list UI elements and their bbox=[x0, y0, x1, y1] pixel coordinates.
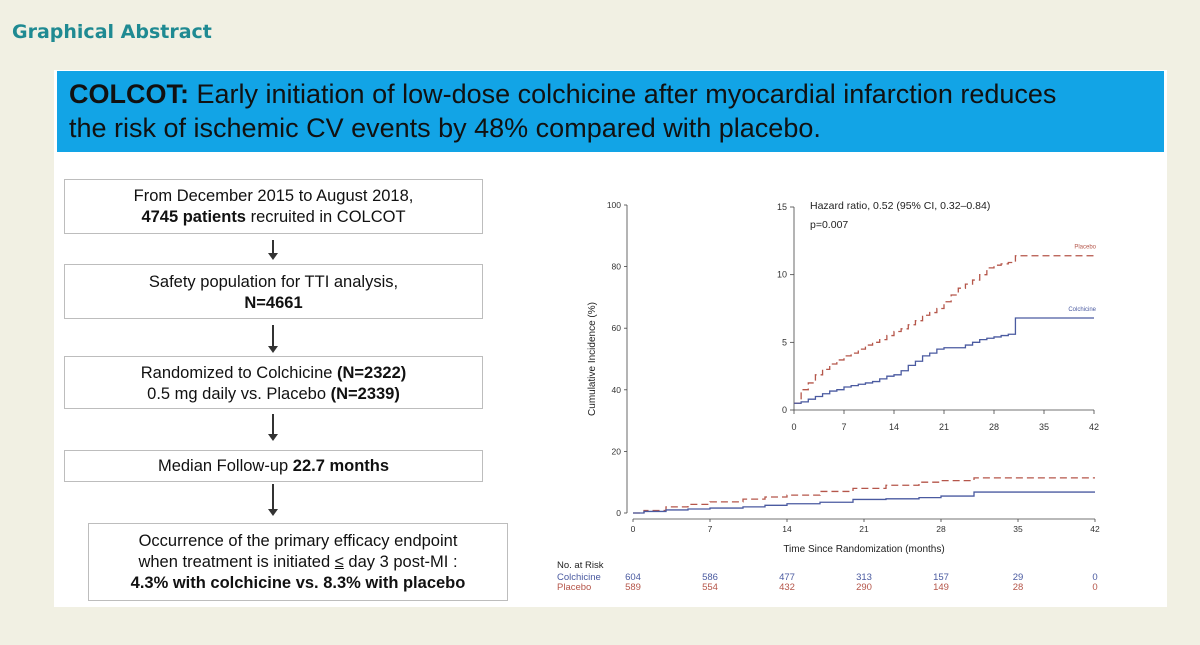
flow-box-followup-value: 22.7 months bbox=[292, 457, 390, 475]
flow-box-randomization: Randomized to Colchicine (N=2322) 0.5 mg… bbox=[64, 356, 483, 409]
flow-box-recruitment-count: 4745 patients bbox=[141, 208, 246, 226]
flow-box-rand-colchicine: Randomized to Colchicine bbox=[140, 364, 338, 382]
flow-box-recruitment-line1: From December 2015 to August 2018, bbox=[133, 187, 414, 205]
flow-arrow-3 bbox=[268, 414, 278, 441]
flow-box-endpoint-result: 4.3% with colchicine vs. 8.3% with place… bbox=[130, 574, 466, 592]
flow-box-recruitment-rest: recruited in COLCOT bbox=[246, 208, 406, 226]
banner-line2: the risk of ischemic CV events by 48% co… bbox=[69, 113, 821, 143]
flow-arrow-4 bbox=[268, 484, 278, 516]
flow-box-rand-placebo-n: (N=2339) bbox=[330, 385, 400, 403]
flow-box-rand-colchicine-n: (N=2322) bbox=[337, 364, 407, 382]
flow-box-endpoint-line2a: when treatment is initiated bbox=[138, 553, 335, 571]
flow-box-endpoint-line2b: day 3 post-MI : bbox=[343, 553, 458, 571]
flow-box-endpoint-line1: Occurrence of the primary efficacy endpo… bbox=[138, 532, 458, 550]
banner-study-name: COLCOT: bbox=[69, 79, 189, 109]
flow-box-safety-line1: Safety population for TTI analysis, bbox=[148, 273, 399, 291]
flow-box-safety-n: N=4661 bbox=[244, 294, 303, 312]
flow-box-followup-label: Median Follow-up bbox=[157, 457, 293, 475]
banner-line1: Early initiation of low-dose colchicine … bbox=[188, 79, 1057, 109]
flow-box-followup: Median Follow-up 22.7 months bbox=[64, 450, 483, 482]
title-banner: COLCOT: Early initiation of low-dose col… bbox=[57, 71, 1164, 152]
flow-arrow-1 bbox=[268, 240, 278, 260]
flow-box-recruitment: From December 2015 to August 2018, 4745 … bbox=[64, 179, 483, 234]
flow-box-endpoint-leq: ≤ bbox=[334, 553, 344, 571]
flow-box-safety-population: Safety population for TTI analysis, N=46… bbox=[64, 264, 483, 319]
flow-arrow-2 bbox=[268, 325, 278, 353]
graphical-abstract-heading: Graphical Abstract bbox=[12, 21, 212, 43]
flow-box-primary-endpoint: Occurrence of the primary efficacy endpo… bbox=[88, 523, 508, 601]
flow-box-rand-placebo: 0.5 mg daily vs. Placebo bbox=[147, 385, 331, 403]
